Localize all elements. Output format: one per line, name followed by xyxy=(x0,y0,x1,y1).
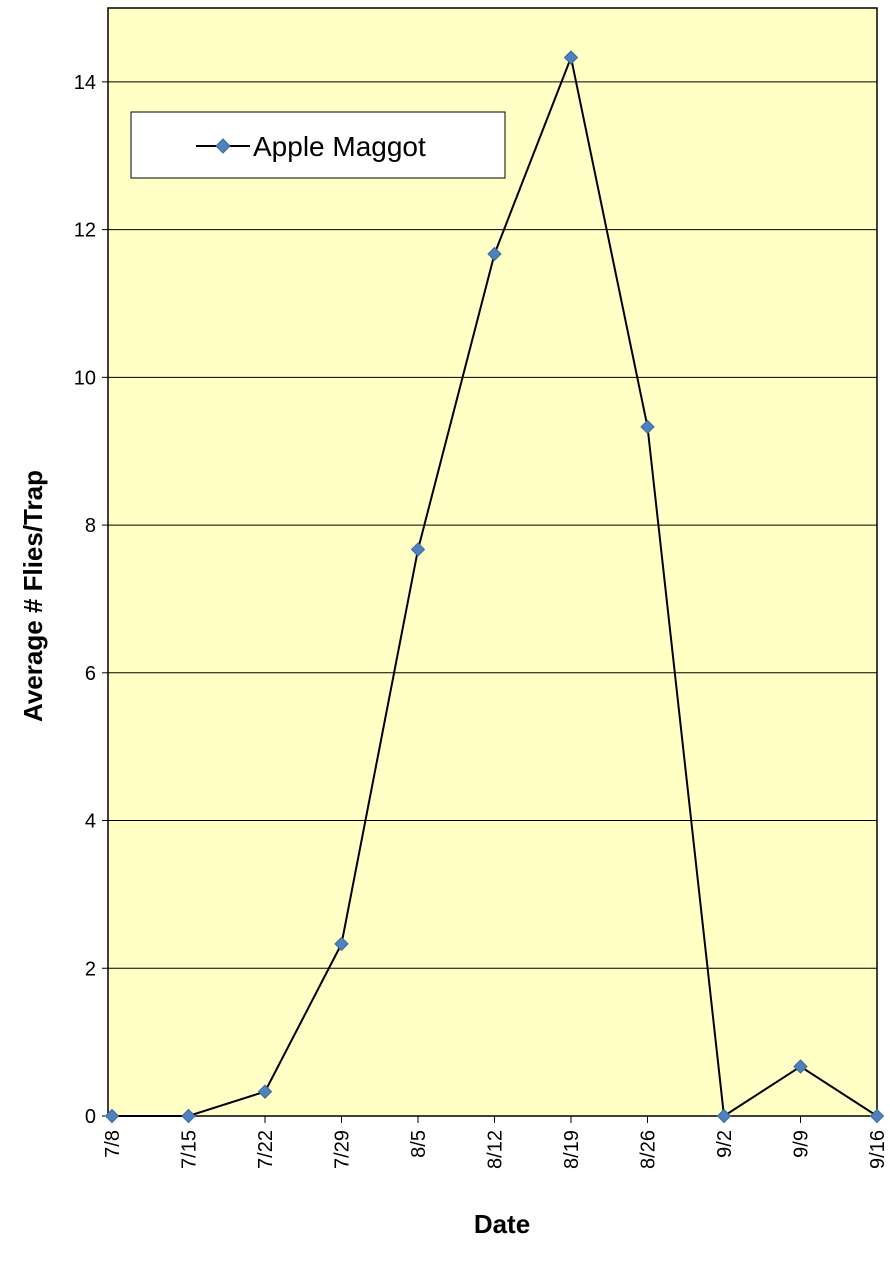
y-tick-label: 12 xyxy=(74,220,96,242)
x-tick-label: 8/26 xyxy=(638,1130,660,1169)
gridlines xyxy=(108,81,877,969)
x-tick-label: 8/19 xyxy=(561,1130,583,1169)
data-point-marker xyxy=(487,246,502,262)
series-layer xyxy=(104,50,885,1124)
data-point-marker xyxy=(181,1108,196,1124)
x-axis-title: Date xyxy=(474,1209,530,1239)
x-tick-label: 7/29 xyxy=(332,1130,354,1169)
plot-area xyxy=(107,7,878,1117)
data-point-marker xyxy=(563,50,579,65)
y-tick-label: 14 xyxy=(74,72,96,94)
x-tick-label: 7/22 xyxy=(255,1130,277,1169)
legend-label: Apple Maggot xyxy=(253,131,426,162)
x-tick-label: 9/2 xyxy=(714,1130,736,1158)
x-tick-label: 9/16 xyxy=(867,1130,889,1169)
data-point-marker xyxy=(104,1108,120,1124)
y-tick-label: 10 xyxy=(74,367,96,389)
y-tick-label: 4 xyxy=(85,811,96,833)
x-tick-label: 9/9 xyxy=(791,1130,813,1158)
data-point-marker xyxy=(334,936,349,952)
data-point-marker xyxy=(640,419,655,435)
legend-box xyxy=(130,111,506,179)
data-point-marker xyxy=(257,1084,273,1099)
x-tick-label: 8/5 xyxy=(408,1130,430,1158)
data-point-marker xyxy=(793,1059,808,1074)
y-axis-ticks: 0 2 4 6 8 10 12 14 xyxy=(74,72,108,1128)
x-tick-label: 7/8 xyxy=(102,1130,124,1158)
data-point-marker xyxy=(869,1108,885,1124)
x-axis-ticks: 7/8 7/15 7/22 7/29 8/5 8/12 8/19 8/26 9/2 9/9 9/16 xyxy=(102,1116,889,1169)
y-axis-title: Average # Flies/Trap xyxy=(18,470,48,722)
legend-marker-swatch xyxy=(215,138,231,154)
x-tick-label: 7/15 xyxy=(179,1130,201,1169)
data-point-marker xyxy=(410,542,426,557)
y-tick-label: 6 xyxy=(85,663,96,685)
y-tick-label: 8 xyxy=(85,515,96,537)
y-tick-label: 2 xyxy=(85,958,96,980)
data-point-marker xyxy=(716,1108,732,1124)
legend: Apple Maggot xyxy=(130,111,506,179)
y-tick-label: 0 xyxy=(85,1106,96,1128)
x-tick-label: 8/12 xyxy=(485,1130,507,1169)
